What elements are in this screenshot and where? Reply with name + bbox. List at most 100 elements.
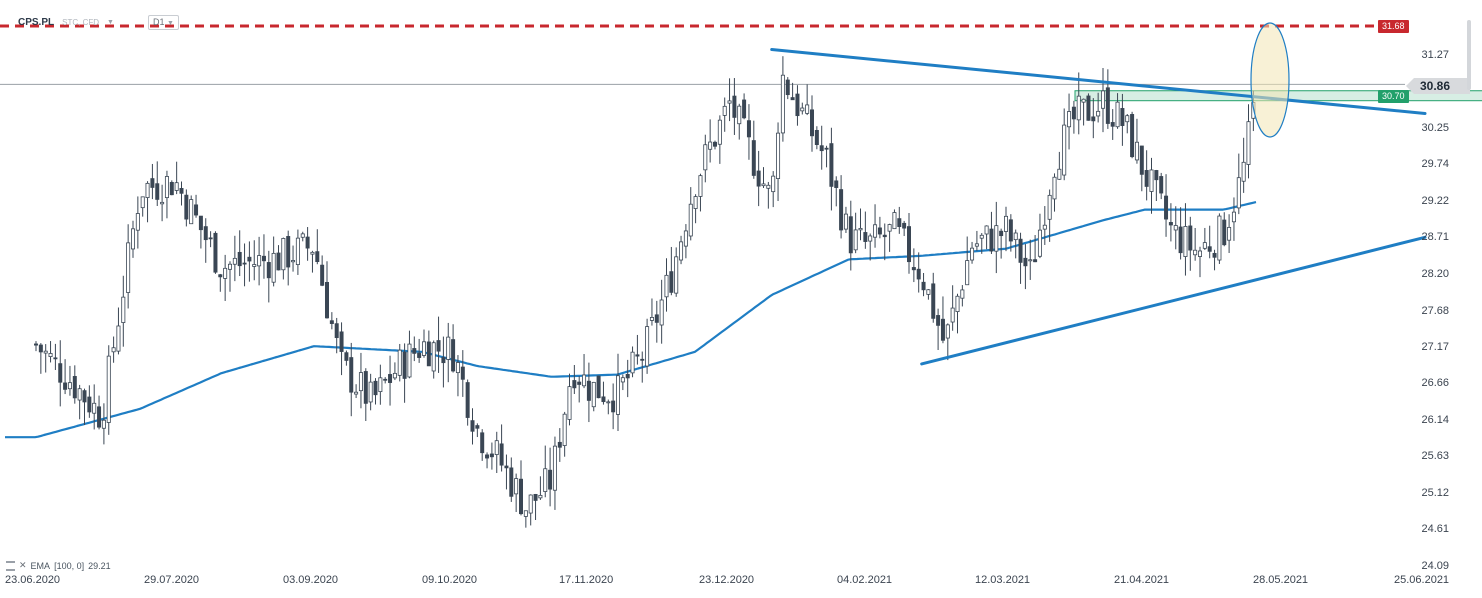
candle [373, 378, 378, 405]
candle-body [455, 362, 460, 374]
candle-body [1154, 170, 1159, 181]
candle [557, 428, 562, 462]
candle-body [974, 243, 979, 247]
candle [271, 236, 276, 287]
symbol-label[interactable]: CPS.PL [18, 16, 55, 28]
candle [1105, 69, 1110, 129]
eye-icon[interactable] [6, 560, 15, 571]
candle [203, 218, 208, 263]
indicator-params: [100, 0] [54, 560, 85, 571]
candle [1231, 197, 1236, 241]
candle-body [72, 376, 77, 399]
candle-body [834, 180, 839, 188]
candle-body [140, 196, 145, 209]
candle-body [955, 295, 960, 313]
candle [101, 403, 106, 445]
candle-body [519, 478, 524, 515]
trendlines-group[interactable] [770, 47, 1427, 366]
candle [640, 351, 645, 383]
candle-body [824, 147, 829, 150]
candle [1178, 207, 1183, 260]
candle [1173, 206, 1178, 250]
close-icon[interactable]: ✕ [19, 560, 27, 570]
x-tick-label: 03.09.2020 [283, 574, 339, 586]
candle-body [664, 274, 669, 298]
current-price-value: 30.86 [1414, 78, 1470, 94]
candle-body [1236, 177, 1241, 209]
candle-body [169, 181, 174, 196]
candle [140, 196, 145, 217]
candle-body [77, 388, 82, 401]
candle-body [1227, 226, 1232, 241]
candle-body [1042, 224, 1047, 230]
candle [635, 334, 640, 365]
x-tick-label: 28.05.2021 [1253, 574, 1309, 586]
candle [431, 340, 436, 379]
y-tick-label: 26.66 [1421, 377, 1449, 390]
candle [810, 95, 815, 152]
candle-body [489, 453, 494, 458]
candle-body [339, 331, 344, 352]
candle-body [155, 183, 160, 200]
candle [1096, 92, 1101, 123]
candle [548, 447, 553, 507]
candle-body [916, 268, 921, 280]
candle [97, 395, 102, 430]
candle-body [683, 230, 688, 247]
candle [1004, 206, 1009, 252]
candle-body [994, 225, 999, 252]
x-tick-label: 23.06.2020 [5, 574, 61, 586]
candle-body [426, 341, 431, 367]
candle [53, 343, 58, 370]
candle-body [907, 226, 912, 263]
price-scale-scrollbar[interactable] [1467, 20, 1471, 90]
candle-body [873, 224, 878, 238]
indicator-legend[interactable]: ✕ EMA [100, 0] 29.21 [6, 560, 111, 571]
y-tick-label: 29.74 [1421, 158, 1449, 171]
candle-body [586, 380, 591, 401]
candle [921, 273, 926, 297]
candle-body [839, 189, 844, 231]
y-tick-label: 26.14 [1421, 414, 1449, 427]
indicator-label: EMA [30, 560, 51, 571]
candle-body [921, 281, 926, 291]
candle-body [897, 218, 902, 227]
candle-body [1164, 195, 1169, 220]
candle-body [1139, 145, 1144, 175]
candle [1013, 229, 1018, 259]
candle-body [349, 357, 354, 393]
candle-body [1081, 98, 1086, 103]
candle [247, 241, 252, 282]
candle [1086, 93, 1091, 121]
candle [106, 345, 111, 435]
candle-body [703, 144, 708, 171]
candle-body [499, 443, 504, 466]
candle-body [276, 252, 281, 271]
candle-body [877, 227, 882, 235]
candle-body [1212, 252, 1217, 258]
candle-body [1086, 95, 1091, 121]
candle-body [135, 213, 140, 231]
candle [931, 272, 936, 323]
timeframe-selector[interactable]: D1 ▼ [147, 14, 179, 30]
candle-body [1125, 115, 1130, 123]
candle [1120, 93, 1125, 146]
candle [383, 377, 388, 384]
candle-body [761, 183, 766, 187]
candle-body [160, 201, 165, 205]
candle [902, 220, 907, 237]
caret-down-icon[interactable]: ▼ [107, 18, 114, 26]
candle [121, 275, 126, 347]
candle [829, 127, 834, 211]
candle [538, 476, 543, 500]
candle [1217, 213, 1222, 264]
candle-body [291, 260, 296, 263]
candle [363, 368, 368, 422]
candle-body [97, 406, 102, 428]
candle [164, 170, 169, 219]
candle [237, 230, 242, 277]
candle-body [552, 445, 557, 491]
candle-body [436, 340, 441, 352]
x-tick-label: 12.03.2021 [975, 574, 1031, 586]
